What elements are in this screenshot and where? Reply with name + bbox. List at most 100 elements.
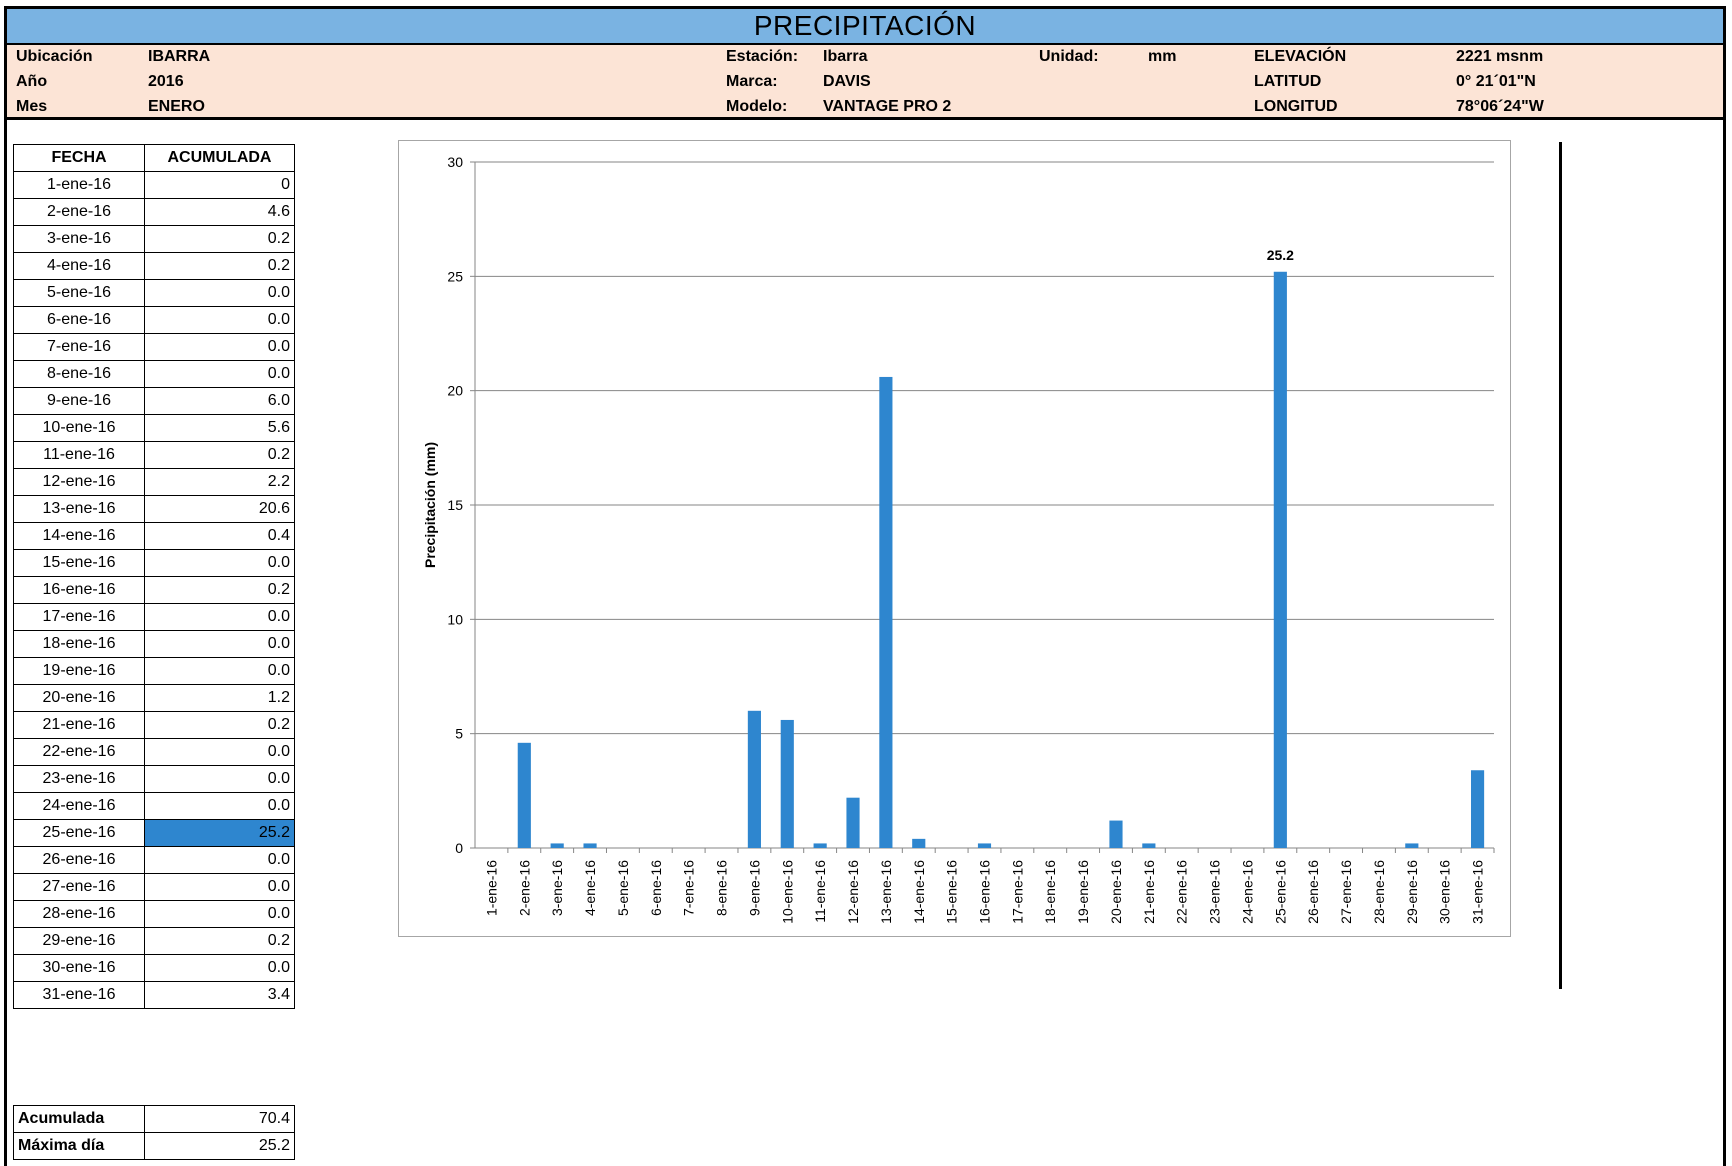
table-row: 19-ene-16 0.0 [13, 657, 295, 685]
cell-acumulada[interactable]: 0.0 [144, 603, 295, 631]
summary-value[interactable]: 25.2 [144, 1132, 295, 1160]
table-row: 5-ene-16 0.0 [13, 279, 295, 307]
cell-acumulada[interactable]: 0.0 [144, 765, 295, 793]
cell-fecha[interactable]: 5-ene-16 [13, 279, 145, 307]
bar [813, 843, 827, 848]
cell-fecha[interactable]: 19-ene-16 [13, 657, 145, 685]
table-row: 11-ene-16 0.2 [13, 441, 295, 469]
cell-acumulada[interactable]: 0.0 [144, 360, 295, 388]
cell-fecha[interactable]: 3-ene-16 [13, 225, 145, 253]
table-row: 7-ene-16 0.0 [13, 333, 295, 361]
marca-label: Marca: [726, 73, 778, 90]
table-row: 10-ene-16 5.6 [13, 414, 295, 442]
cell-acumulada[interactable]: 0.0 [144, 657, 295, 685]
mes-value: ENERO [148, 98, 205, 115]
cell-fecha[interactable]: 24-ene-16 [13, 792, 145, 820]
cell-acumulada[interactable]: 0.0 [144, 306, 295, 334]
cell-fecha[interactable]: 17-ene-16 [13, 603, 145, 631]
bar [846, 797, 860, 848]
header-fecha[interactable]: FECHA [13, 144, 145, 172]
x-tick-label: 23-ene-16 [1207, 860, 1223, 924]
cell-acumulada[interactable]: 0.0 [144, 900, 295, 928]
summary-label[interactable]: Acumulada [13, 1105, 145, 1133]
cell-acumulada[interactable]: 5.6 [144, 414, 295, 442]
cell-acumulada[interactable]: 20.6 [144, 495, 295, 523]
cell-fecha[interactable]: 18-ene-16 [13, 630, 145, 658]
x-tick-label: 20-ene-16 [1108, 860, 1124, 924]
cell-acumulada[interactable]: 0.2 [144, 576, 295, 604]
cell-fecha[interactable]: 15-ene-16 [13, 549, 145, 577]
chart-area[interactable]: 0 5 10 15 20 25 30 1-ene-16 2-ene-16 3-ene-16 4-en… [398, 140, 1511, 937]
header-acumulada[interactable]: ACUMULADA [144, 144, 295, 172]
cell-acumulada[interactable]: 0.0 [144, 738, 295, 766]
table-row: 20-ene-16 1.2 [13, 684, 295, 712]
cell-fecha[interactable]: 9-ene-16 [13, 387, 145, 415]
cell-acumulada[interactable]: 0 [144, 171, 295, 199]
cell-fecha[interactable]: 28-ene-16 [13, 900, 145, 928]
table-row: 23-ene-16 0.0 [13, 765, 295, 793]
cell-fecha[interactable]: 31-ene-16 [13, 981, 145, 1009]
table-row: 24-ene-16 0.0 [13, 792, 295, 820]
cell-fecha[interactable]: 10-ene-16 [13, 414, 145, 442]
table-row: 16-ene-16 0.2 [13, 576, 295, 604]
cell-acumulada[interactable]: 0.2 [144, 252, 295, 280]
info-band: Ubicación IBARRA Año 2016 Mes ENERO Esta… [7, 45, 1723, 120]
bar [583, 843, 597, 848]
cell-acumulada[interactable]: 0.0 [144, 873, 295, 901]
cell-fecha[interactable]: 7-ene-16 [13, 333, 145, 361]
cell-fecha[interactable]: 23-ene-16 [13, 765, 145, 793]
x-tick-label: 27-ene-16 [1338, 860, 1354, 924]
cell-fecha[interactable]: 20-ene-16 [13, 684, 145, 712]
cell-fecha[interactable]: 14-ene-16 [13, 522, 145, 550]
cell-fecha[interactable]: 8-ene-16 [13, 360, 145, 388]
x-tick-label: 2-ene-16 [516, 860, 532, 916]
cell-fecha[interactable]: 12-ene-16 [13, 468, 145, 496]
cell-acumulada[interactable]: 4.6 [144, 198, 295, 226]
cell-acumulada[interactable]: 0.0 [144, 846, 295, 874]
summary-value[interactable]: 70.4 [144, 1105, 295, 1133]
cell-acumulada[interactable]: 0.0 [144, 549, 295, 577]
cell-fecha[interactable]: 2-ene-16 [13, 198, 145, 226]
cell-fecha[interactable]: 1-ene-16 [13, 171, 145, 199]
cell-fecha[interactable]: 6-ene-16 [13, 306, 145, 334]
cell-acumulada[interactable]: 3.4 [144, 981, 295, 1009]
cell-fecha[interactable]: 25-ene-16 [13, 819, 145, 847]
x-tick-label: 18-ene-16 [1042, 860, 1058, 924]
cell-acumulada[interactable]: 0.0 [144, 279, 295, 307]
cell-acumulada[interactable]: 0.0 [144, 792, 295, 820]
cell-fecha[interactable]: 4-ene-16 [13, 252, 145, 280]
bar [780, 719, 794, 848]
cell-acumulada[interactable]: 25.2 [144, 819, 295, 847]
cell-acumulada[interactable]: 2.2 [144, 468, 295, 496]
cell-acumulada[interactable]: 0.2 [144, 225, 295, 253]
x-tick-label: 22-ene-16 [1174, 860, 1190, 924]
x-tick-label: 6-ene-16 [648, 860, 664, 916]
cell-acumulada[interactable]: 0.2 [144, 441, 295, 469]
cell-fecha[interactable]: 11-ene-16 [13, 441, 145, 469]
cell-acumulada[interactable]: 0.2 [144, 927, 295, 955]
table-row: 28-ene-16 0.0 [13, 900, 295, 928]
cell-acumulada[interactable]: 0.2 [144, 711, 295, 739]
bar [517, 742, 531, 848]
y-tick-label: 30 [447, 154, 463, 170]
cell-fecha[interactable]: 21-ene-16 [13, 711, 145, 739]
cell-fecha[interactable]: 29-ene-16 [13, 927, 145, 955]
cell-fecha[interactable]: 26-ene-16 [13, 846, 145, 874]
cell-acumulada[interactable]: 0.0 [144, 954, 295, 982]
cell-acumulada[interactable]: 1.2 [144, 684, 295, 712]
bar [1273, 271, 1287, 848]
cell-fecha[interactable]: 13-ene-16 [13, 495, 145, 523]
cell-fecha[interactable]: 27-ene-16 [13, 873, 145, 901]
estacion-label: Estación: [726, 48, 799, 65]
latitud-label: LATITUD [1254, 73, 1322, 90]
cell-fecha[interactable]: 22-ene-16 [13, 738, 145, 766]
cell-fecha[interactable]: 16-ene-16 [13, 576, 145, 604]
cell-acumulada[interactable]: 0.4 [144, 522, 295, 550]
cell-fecha[interactable]: 30-ene-16 [13, 954, 145, 982]
cell-acumulada[interactable]: 6.0 [144, 387, 295, 415]
cell-acumulada[interactable]: 0.0 [144, 333, 295, 361]
anio-value: 2016 [148, 73, 184, 90]
summary-label[interactable]: Máxima día [13, 1132, 145, 1160]
table-row: 31-ene-16 3.4 [13, 981, 295, 1009]
cell-acumulada[interactable]: 0.0 [144, 630, 295, 658]
